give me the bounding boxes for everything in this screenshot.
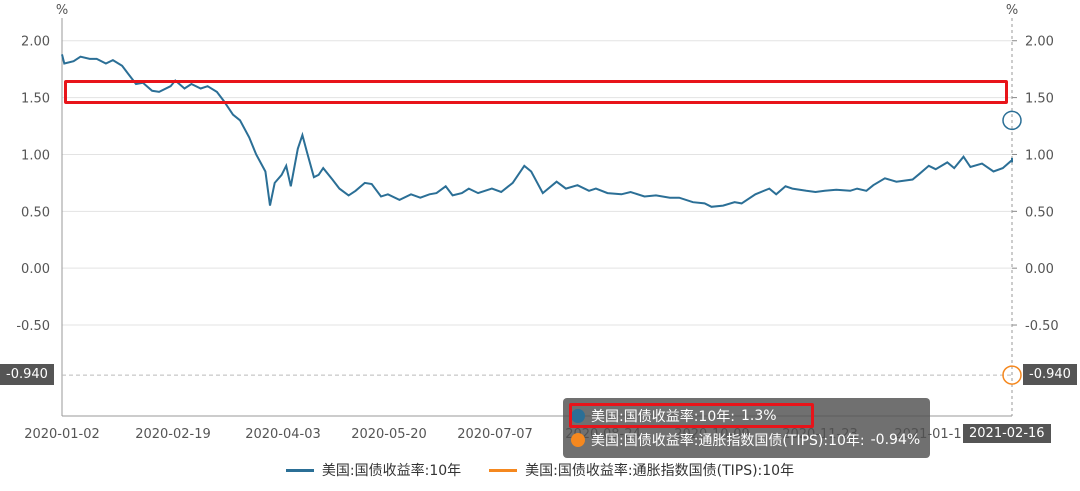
tooltip-label: 美国:国债收益率:通胀指数国债(TIPS):10年: [591,433,865,449]
series-dot-icon [571,433,585,447]
legend-swatch [489,468,518,472]
crosshair-y-label-right: -0.940 [1023,364,1077,385]
legend-swatch [285,468,314,472]
x-tick-label: 2020-01-02 [24,427,100,442]
x-tick-label: 2020-02-19 [135,427,211,442]
tooltip-label: 美国:国债收益率:10年: [591,409,735,425]
y-tick-label-left: 1.00 [21,148,50,163]
y-tick-label-left: 2.00 [21,35,50,50]
hover-marker-tips [1002,365,1022,385]
y-tick-label-left: 1.50 [21,92,50,107]
y-tick-label-left: -0.50 [16,319,50,334]
tooltip-highlight-box [569,403,814,428]
tooltip-row: 美国:国债收益率:10年: 1.3% [571,404,920,428]
y-tick-label-right: -0.50 [1025,319,1059,334]
tooltip-row: 美国:国债收益率:通胀指数国债(TIPS):10年: -0.94% [571,428,920,452]
y-tick-label-right: 0.00 [1025,262,1054,277]
y-tick-label-right: 1.50 [1025,92,1054,107]
x-tick-label: 2020-05-20 [351,427,427,442]
y-tick-label-left: 0.50 [21,205,50,220]
y-unit-right: % [1006,3,1018,18]
x-tick-label: 2020-04-03 [245,427,321,442]
y-tick-label-right: 0.50 [1025,205,1054,220]
legend-item[interactable]: 美国:国债收益率:通胀指数国债(TIPS):10年 [489,460,794,480]
tooltip: 美国:国债收益率:10年: 1.3% 美国:国债收益率:通胀指数国债(TIPS)… [563,398,931,458]
tooltip-value: 1.3% [740,408,777,424]
legend-label: 美国:国债收益率:通胀指数国债(TIPS):10年 [525,463,795,479]
legend-item[interactable]: 美国:国债收益率:10年 [285,460,462,480]
series-line-0 [61,54,1013,208]
y-tick-label-right: 2.00 [1025,35,1054,50]
legend-label: 美国:国债收益率:10年 [321,463,462,479]
crosshair-x-label: 2021-02-16 [963,424,1051,443]
x-tick-label: 2020-07-07 [457,427,533,442]
y-unit-left: % [56,3,68,18]
series-dot-icon [571,409,585,423]
line-chart: % % -0.50 -0.50 0.00 0.00 0.50 0.50 1.00 1.00 1.50… [16,3,1059,442]
legend: 美国:国债收益率:10年 美国:国债收益率:通胀指数国债(TIPS):10年 [0,460,1080,480]
crosshair-y-label-left: -0.940 [0,364,54,385]
highlight-box [64,80,1008,104]
y-tick-label-left: 0.00 [21,262,50,277]
y-tick-label-right: 1.00 [1025,148,1054,163]
hover-marker-10y [1002,110,1022,131]
tooltip-value: -0.94% [870,432,921,448]
